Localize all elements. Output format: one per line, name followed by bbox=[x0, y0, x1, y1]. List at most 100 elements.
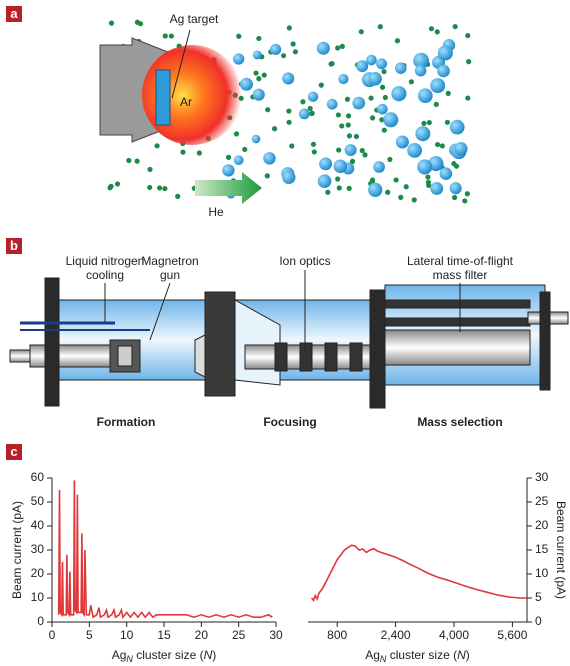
atom bbox=[435, 141, 441, 148]
x-axis-label-part: N bbox=[457, 648, 466, 662]
atom bbox=[368, 95, 374, 101]
atom bbox=[387, 156, 393, 163]
x-axis-label-part: N bbox=[380, 654, 387, 664]
atom bbox=[426, 182, 432, 188]
data-line bbox=[310, 544, 527, 603]
atom bbox=[126, 157, 132, 164]
panel-badge bbox=[6, 238, 22, 254]
atom bbox=[265, 107, 271, 113]
atom bbox=[377, 24, 383, 30]
panel-label: b bbox=[10, 238, 18, 253]
cluster bbox=[366, 54, 377, 66]
atom bbox=[286, 25, 292, 31]
atom bbox=[345, 113, 352, 119]
atom bbox=[336, 147, 342, 153]
cluster bbox=[437, 45, 453, 61]
cluster bbox=[352, 96, 366, 110]
atom bbox=[162, 33, 168, 39]
atom bbox=[379, 84, 386, 90]
y-tick-label: 25 bbox=[535, 494, 549, 508]
cluster bbox=[263, 152, 276, 165]
atom bbox=[157, 185, 163, 191]
atom bbox=[336, 185, 342, 191]
flow-arrow bbox=[195, 172, 262, 204]
atom bbox=[289, 143, 295, 149]
cluster bbox=[252, 50, 262, 60]
atom bbox=[382, 94, 388, 101]
x-tick-label: 0 bbox=[49, 628, 56, 642]
atom bbox=[408, 79, 414, 85]
atom bbox=[329, 61, 335, 67]
callout-label: Lateral time-of-flight bbox=[407, 254, 514, 268]
stage-label: Formation bbox=[97, 415, 156, 429]
callout-leaders bbox=[104, 270, 461, 350]
atom bbox=[292, 49, 298, 55]
x-axis-label-part: cluster size ( bbox=[386, 648, 457, 662]
ag-target bbox=[155, 69, 171, 126]
atom bbox=[349, 158, 356, 164]
atom bbox=[137, 21, 144, 27]
atom bbox=[433, 101, 439, 108]
atom bbox=[147, 166, 153, 173]
atom bbox=[286, 119, 292, 125]
atom bbox=[345, 122, 351, 128]
atom bbox=[379, 117, 385, 123]
y-tick-label: 60 bbox=[31, 470, 45, 484]
cluster bbox=[394, 62, 407, 74]
cluster bbox=[239, 77, 253, 91]
x-tick-label: 25 bbox=[232, 628, 246, 642]
atom bbox=[451, 194, 458, 201]
atom bbox=[434, 29, 440, 35]
callout-label: Liquid nitrogen bbox=[66, 254, 145, 268]
atom bbox=[346, 185, 352, 191]
atom bbox=[310, 141, 317, 147]
atom bbox=[346, 133, 353, 139]
atom bbox=[339, 43, 345, 49]
cluster bbox=[233, 155, 244, 166]
atom bbox=[369, 178, 376, 184]
x-tick-label: 30 bbox=[269, 628, 283, 642]
cluster bbox=[338, 73, 349, 85]
panel-label: c bbox=[10, 444, 17, 459]
y-axis-label: Beam current (pA) bbox=[10, 501, 24, 599]
cluster bbox=[282, 72, 295, 85]
atom bbox=[335, 176, 341, 182]
atom bbox=[451, 161, 457, 167]
cluster bbox=[344, 144, 357, 157]
y-tick-label: 0 bbox=[37, 614, 44, 628]
cluster bbox=[356, 60, 369, 73]
atom bbox=[242, 146, 248, 153]
cluster bbox=[317, 174, 332, 189]
panel-badge bbox=[6, 444, 22, 460]
atom bbox=[465, 95, 471, 101]
atom bbox=[147, 184, 153, 191]
atom bbox=[393, 177, 399, 183]
atom bbox=[421, 120, 427, 127]
atom bbox=[452, 23, 458, 30]
atom bbox=[307, 105, 313, 112]
cluster bbox=[430, 182, 444, 195]
cluster bbox=[333, 159, 348, 173]
cluster bbox=[307, 91, 319, 102]
cluster bbox=[298, 108, 310, 120]
x-tick-label: 15 bbox=[157, 628, 171, 642]
atom bbox=[261, 72, 267, 78]
atom bbox=[426, 119, 432, 126]
x-tick-label: 5 bbox=[86, 628, 93, 642]
annotation: Ag target bbox=[170, 12, 219, 26]
atom bbox=[358, 29, 364, 35]
atom bbox=[236, 33, 242, 39]
atom bbox=[381, 68, 387, 75]
atom bbox=[168, 33, 174, 39]
stage-label: Focusing bbox=[263, 415, 316, 429]
atom bbox=[154, 143, 160, 149]
atom bbox=[300, 99, 306, 105]
cluster bbox=[414, 64, 427, 77]
x-axis-label-part: cluster size ( bbox=[133, 648, 204, 662]
atom bbox=[369, 115, 376, 121]
atom bbox=[465, 32, 471, 39]
atom bbox=[425, 174, 431, 180]
x-tick-label: 2,400 bbox=[381, 628, 411, 642]
